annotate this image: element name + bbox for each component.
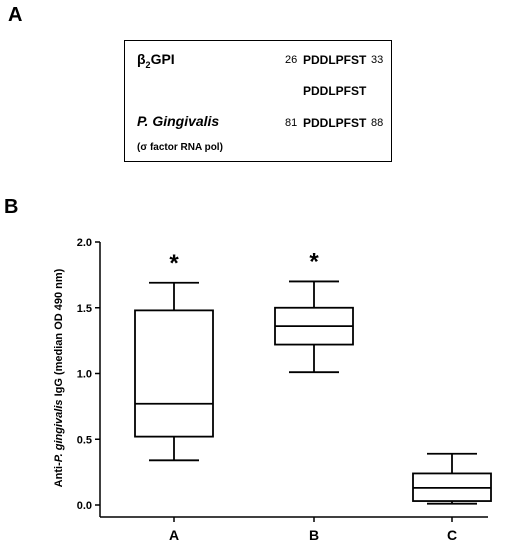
sigma-factor-note: (σ factor RNA pol) xyxy=(137,142,223,153)
y-tick-label: 1.0 xyxy=(77,369,92,381)
box-group-c xyxy=(412,452,492,505)
panel-b-letter: B xyxy=(4,196,19,218)
x-tick-label: B xyxy=(309,527,319,543)
y-tick-label: 0.0 xyxy=(77,500,92,512)
p-gingivalis-end-position: 88 xyxy=(371,117,384,129)
panel-a-letter: A xyxy=(8,4,23,26)
beta2gpi-sequence: PDDLPFST xyxy=(303,53,367,67)
box-group-a: * xyxy=(134,250,214,462)
significance-marker: * xyxy=(309,248,319,275)
p-gingivalis-start-position: 81 xyxy=(285,117,298,129)
p-gingivalis-sequence: PDDLPFST xyxy=(303,116,367,130)
p-gingivalis-label: P. Gingivalis xyxy=(137,113,220,129)
y-tick-label: 0.5 xyxy=(77,434,92,446)
box-group-b: * xyxy=(274,248,354,374)
y-tick-label: 2.0 xyxy=(77,237,92,249)
beta2gpi-end-position: 33 xyxy=(371,54,384,66)
iqr-box xyxy=(134,309,214,438)
y-axis-label: Anti-P. gingivalis IgG (median OD 490 nm… xyxy=(53,268,65,487)
x-tick-label: A xyxy=(169,527,179,543)
x-tick-label: C xyxy=(447,527,457,543)
sequence-alignment-box: β2GPI 26 PDDLPFST 33 PDDLPFST P. Gingiva… xyxy=(124,40,392,162)
significance-marker: * xyxy=(169,250,179,277)
beta2gpi-label: β2GPI xyxy=(137,51,175,70)
y-tick-label: 1.5 xyxy=(77,303,92,315)
beta2gpi-start-position: 26 xyxy=(285,54,298,66)
shared-sequence: PDDLPFST xyxy=(303,84,367,98)
